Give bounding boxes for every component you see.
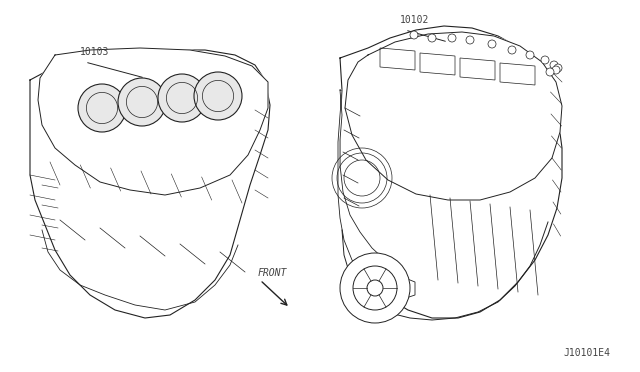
Circle shape — [410, 31, 418, 39]
Polygon shape — [340, 26, 562, 318]
Circle shape — [78, 84, 126, 132]
Circle shape — [488, 40, 496, 48]
Circle shape — [508, 46, 516, 54]
Polygon shape — [38, 48, 268, 195]
Circle shape — [526, 51, 534, 59]
Text: J10101E4: J10101E4 — [563, 348, 610, 358]
Text: FRONT: FRONT — [258, 268, 287, 278]
Circle shape — [367, 280, 383, 296]
Circle shape — [428, 34, 436, 42]
Circle shape — [118, 78, 166, 126]
Circle shape — [554, 64, 562, 72]
Text: 10103: 10103 — [80, 47, 109, 57]
Circle shape — [448, 34, 456, 42]
Circle shape — [158, 74, 206, 122]
Circle shape — [466, 36, 474, 44]
Circle shape — [353, 266, 397, 310]
Polygon shape — [345, 32, 562, 200]
Text: 10102: 10102 — [400, 15, 429, 25]
Circle shape — [541, 56, 549, 64]
Circle shape — [340, 253, 410, 323]
Circle shape — [552, 66, 560, 74]
Circle shape — [546, 68, 554, 76]
Circle shape — [550, 61, 558, 69]
Polygon shape — [30, 50, 270, 318]
Circle shape — [194, 72, 242, 120]
Polygon shape — [338, 90, 415, 300]
